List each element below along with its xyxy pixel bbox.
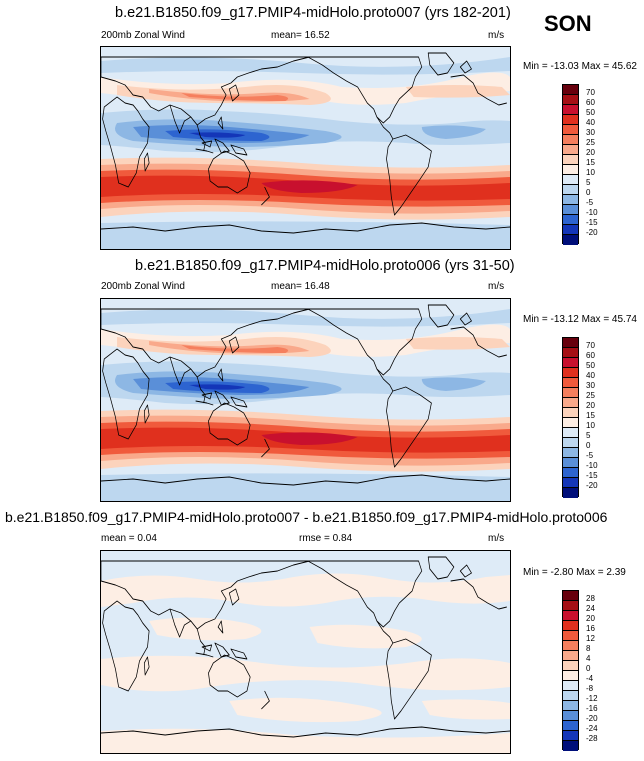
- colorbar-tick: 15: [586, 158, 595, 167]
- colorbar-tick: 10: [586, 168, 595, 177]
- colorbar-tick: -15: [586, 471, 598, 480]
- panel3-mean-label: mean = 0.04: [101, 533, 157, 544]
- colorbar-tick: 15: [586, 411, 595, 420]
- panel1-colorbar: [562, 84, 579, 245]
- colorbar-tick: 30: [586, 128, 595, 137]
- colorbar-tick: 50: [586, 108, 595, 117]
- panel2-variable-label: 200mb Zonal Wind: [101, 281, 185, 292]
- panel2-colorbar: [562, 337, 579, 498]
- colorbar-tick: 16: [586, 624, 595, 633]
- colorbar-tick: -28: [586, 734, 598, 743]
- panel3-units-label: m/s: [488, 533, 505, 544]
- panel2-map: [100, 298, 511, 502]
- colorbar-tick: 25: [586, 391, 595, 400]
- colorbar-tick: -5: [586, 198, 594, 207]
- panel1-mean-label: mean= 16.52: [271, 30, 330, 41]
- panel2-minmax-label: Min = -13.12 Max = 45.74: [523, 314, 637, 325]
- colorbar-tick: 30: [586, 381, 595, 390]
- colorbar-tick: 0: [586, 664, 591, 673]
- panel2-mean-label: mean= 16.48: [271, 281, 330, 292]
- colorbar-tick: 40: [586, 371, 595, 380]
- colorbar-tick: 70: [586, 341, 595, 350]
- panel3-colorbar: [562, 590, 579, 751]
- colorbar-tick: 20: [586, 401, 595, 410]
- colorbar-tick: -15: [586, 218, 598, 227]
- colorbar-tick: -20: [586, 228, 598, 237]
- colorbar-tick: 25: [586, 138, 595, 147]
- colorbar-tick: 0: [586, 188, 591, 197]
- panel1-map: [100, 46, 511, 250]
- colorbar-tick: 12: [586, 634, 595, 643]
- panel1-title: b.e21.B1850.f09_g17.PMIP4-midHolo.proto0…: [115, 5, 511, 21]
- panel3-map: [100, 550, 511, 754]
- colorbar-tick: -20: [586, 481, 598, 490]
- colorbar-tick: -16: [586, 704, 598, 713]
- colorbar-tick: 20: [586, 148, 595, 157]
- colorbar-tick: 20: [586, 614, 595, 623]
- panel1-minmax-label: Min = -13.03 Max = 45.62: [523, 61, 637, 72]
- colorbar-tick: -10: [586, 208, 598, 217]
- colorbar-tick: 5: [586, 178, 591, 187]
- panel1-variable-label: 200mb Zonal Wind: [101, 30, 185, 41]
- colorbar-tick: 10: [586, 421, 595, 430]
- season-label: SON: [544, 11, 592, 36]
- colorbar-tick: 28: [586, 594, 595, 603]
- panel3-minmax-label: Min = -2.80 Max = 2.39: [523, 567, 626, 578]
- colorbar-tick: -12: [586, 694, 598, 703]
- colorbar-tick: 70: [586, 88, 595, 97]
- colorbar-tick: 60: [586, 351, 595, 360]
- panel2-units-label: m/s: [488, 281, 505, 292]
- colorbar-tick: 50: [586, 361, 595, 370]
- colorbar-tick: -4: [586, 674, 594, 683]
- panel2-title: b.e21.B1850.f09_g17.PMIP4-midHolo.proto0…: [135, 258, 515, 274]
- panel3-rmse-label: rmse = 0.84: [299, 533, 353, 544]
- colorbar-tick: -20: [586, 714, 598, 723]
- colorbar-tick: 40: [586, 118, 595, 127]
- panel1-units-label: m/s: [488, 30, 505, 41]
- panel3-title: b.e21.B1850.f09_g17.PMIP4-midHolo.proto0…: [5, 509, 608, 525]
- colorbar-tick: -10: [586, 461, 598, 470]
- colorbar-tick: -24: [586, 724, 598, 733]
- colorbar-tick: -8: [586, 684, 594, 693]
- colorbar-tick: 4: [586, 654, 591, 663]
- colorbar-tick: 5: [586, 431, 591, 440]
- colorbar-tick: 0: [586, 441, 591, 450]
- colorbar-tick: -5: [586, 451, 594, 460]
- colorbar-tick: 60: [586, 98, 595, 107]
- colorbar-tick: 8: [586, 644, 591, 653]
- colorbar-tick: 24: [586, 604, 595, 613]
